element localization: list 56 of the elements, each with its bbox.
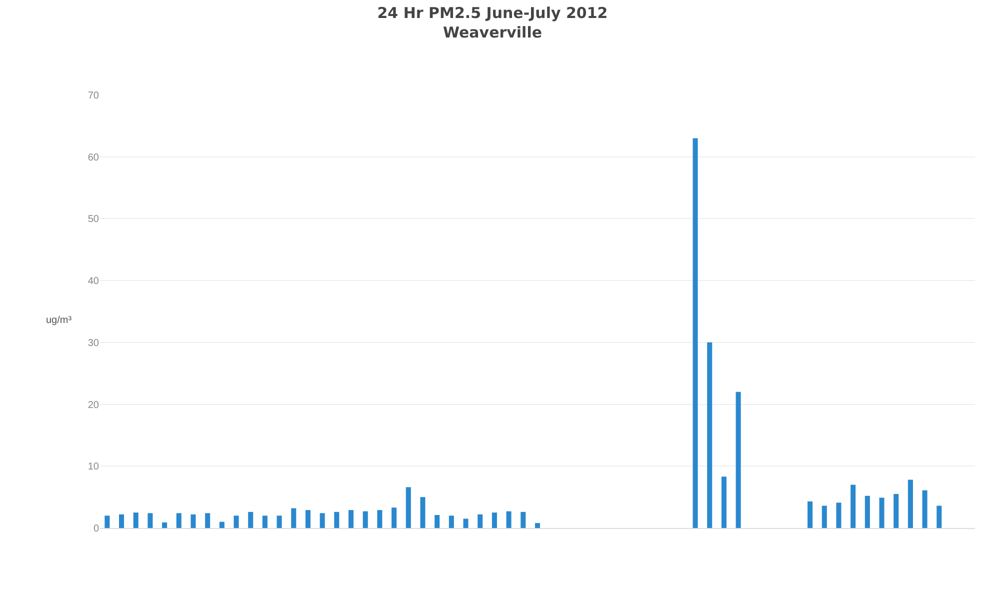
y-tick-label: 10 [88,462,100,473]
bar [162,522,168,528]
bar [276,516,282,528]
bar [478,514,483,528]
bar [894,494,899,528]
bar [808,501,813,528]
bar [248,512,254,528]
bar [104,516,110,528]
bar [392,508,397,528]
y-tick-label: 0 [93,524,100,534]
bar [291,508,296,528]
bar [305,510,310,528]
bar [133,512,138,528]
chart-title: 24 Hr PM2.5 June-July 2012 [377,4,608,22]
chart-subtitle: Weaverville [442,24,542,42]
bar [492,512,497,528]
bar [148,513,153,528]
bar [850,484,856,528]
bar [362,511,368,528]
y-tick-label: 20 [88,400,100,411]
bar [822,506,827,528]
bar [406,487,411,528]
bar [190,514,196,528]
y-tick-label: 30 [88,338,100,349]
bar [936,506,942,528]
bar [219,522,224,528]
bar [721,476,726,528]
bar [534,523,540,528]
bar [348,510,354,528]
y-tick-label: 60 [88,152,100,164]
bar [448,516,454,528]
bar [736,392,741,528]
bar [463,518,468,528]
bar [707,342,712,528]
bar [420,497,426,528]
bar [506,511,512,528]
bar [692,138,698,528]
bar [377,510,382,528]
y-axis-title: ug/m³ [46,315,72,326]
bar [520,512,526,528]
y-tick-label: 50 [88,214,100,226]
bar [836,502,842,528]
bar [320,513,325,528]
bar [119,514,124,528]
bar [908,480,913,528]
bar [205,513,210,528]
bar [879,498,884,528]
bar [234,516,239,528]
y-tick-label: 70 [88,90,100,102]
bar [176,513,182,528]
bar [262,516,268,528]
bar [434,515,440,528]
bar [922,490,928,528]
y-tick-label: 40 [88,276,100,288]
bar [864,496,870,528]
bar [334,512,340,528]
